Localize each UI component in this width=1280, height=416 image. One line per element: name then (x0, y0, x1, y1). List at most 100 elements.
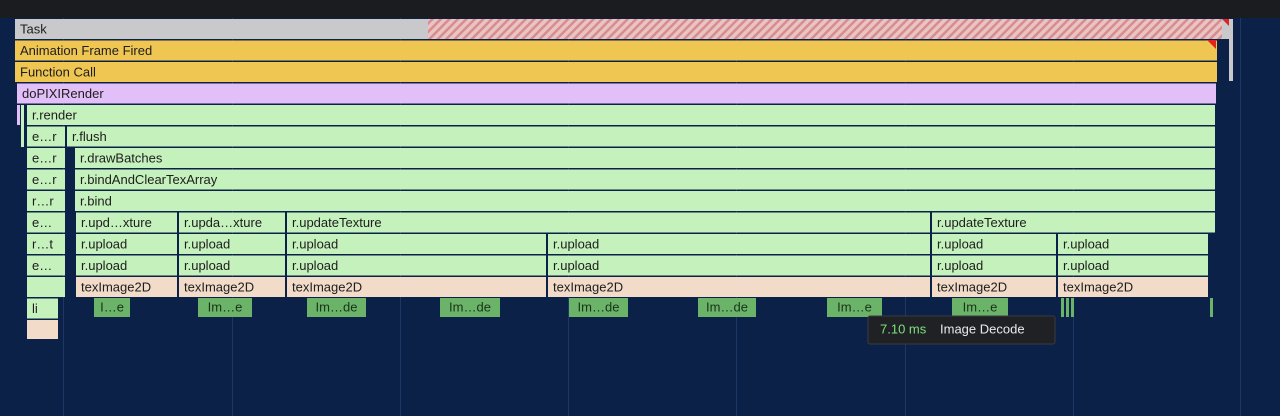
block-label: r.upload (553, 236, 599, 251)
block (27, 148, 65, 168)
block (27, 234, 65, 254)
block (76, 234, 177, 254)
block (179, 234, 285, 254)
image-decode-label: Im…de (578, 299, 620, 314)
sliver (1071, 298, 1074, 317)
image-decode (307, 298, 366, 317)
block (179, 212, 285, 233)
block-label: Function Call (20, 64, 96, 79)
image-decode (698, 298, 756, 317)
image-decode-label: Im…e (837, 299, 872, 314)
image-decode (569, 298, 628, 317)
image-decode-label: Im…de (316, 299, 358, 314)
warning-corner (1207, 40, 1216, 49)
block-label: texImage2D (937, 279, 1007, 294)
block-label: texImage2D (292, 279, 362, 294)
block-label: r.upda…xture (184, 215, 262, 230)
block (287, 255, 546, 276)
block-label: Animation Frame Fired (20, 43, 152, 58)
block-label: r.bindAndClearTexArray (80, 172, 218, 187)
block-label: r.render (32, 107, 77, 122)
block (932, 277, 1056, 297)
sliver (17, 105, 20, 125)
block (76, 255, 177, 276)
image-decode-label: Im…e (208, 299, 243, 314)
block-label: r.drawBatches (80, 150, 163, 165)
sliver (1061, 298, 1064, 317)
top-strip (0, 0, 1280, 18)
block (75, 169, 1215, 190)
block (75, 148, 1215, 168)
block (15, 40, 1217, 61)
block (27, 255, 65, 276)
block-label: texImage2D (1063, 279, 1133, 294)
block-label: texImage2D (184, 279, 254, 294)
image-decode-label: I…e (100, 299, 124, 314)
block-label: doPIXIRender (22, 86, 104, 101)
block-label: r.upload (184, 258, 230, 273)
block (27, 320, 58, 339)
block-label: r…t (32, 236, 53, 251)
block-label: r.bind (80, 193, 112, 208)
block (287, 277, 546, 297)
block-label: r.upload (553, 258, 599, 273)
block-label: r.upload (1063, 258, 1109, 273)
tooltip-name: Image Decode (940, 321, 1025, 336)
long-task-hatch (428, 19, 1222, 39)
block (1058, 277, 1208, 297)
image-decode-label: Im…e (963, 299, 998, 314)
image-decode (440, 298, 500, 317)
block-label: e…r (32, 172, 57, 187)
block-label: texImage2D (81, 279, 151, 294)
block-label: r.upload (1063, 236, 1109, 251)
block-label: r.updateTexture (937, 215, 1027, 230)
image-decode-label: Im…de (706, 299, 748, 314)
block-label: e… (32, 258, 52, 273)
block-label: r.upload (292, 236, 338, 251)
block (17, 83, 1216, 104)
block-label: r.upload (81, 258, 127, 273)
block (287, 234, 546, 254)
block (15, 62, 1217, 82)
block (76, 277, 177, 297)
block-label: e… (32, 215, 52, 230)
sliver (21, 105, 24, 147)
image-decode (198, 298, 252, 317)
block-label: r.upload (937, 258, 983, 273)
tooltip: 7.10 ms Image Decode (867, 315, 1056, 345)
image-decode (952, 298, 1008, 317)
block (548, 255, 930, 276)
image-decode-label: Im…de (449, 299, 491, 314)
block (932, 255, 1056, 276)
block (27, 191, 65, 211)
block-label: Task (20, 21, 47, 36)
block-label: r.flush (72, 129, 107, 144)
block (1058, 234, 1208, 254)
block-label: e…r (32, 150, 57, 165)
image-decode (827, 298, 882, 317)
block (932, 212, 1215, 233)
block-label: e…r (32, 129, 57, 144)
block (548, 234, 930, 254)
block (179, 255, 285, 276)
block-label: r.upload (292, 258, 338, 273)
sliver (1210, 298, 1213, 317)
image-decode (94, 298, 130, 317)
sliver (1066, 298, 1069, 317)
warning-corner (1222, 19, 1231, 28)
block-label: r.updateTexture (292, 215, 382, 230)
tooltip-box (867, 315, 1056, 345)
block (179, 277, 285, 297)
block-label: r.upd…xture (81, 215, 152, 230)
block-label: r.upload (184, 236, 230, 251)
tooltip-duration: 7.10 ms (880, 321, 927, 336)
block (27, 212, 65, 233)
block (27, 105, 1215, 125)
block-label: r.upload (81, 236, 127, 251)
block (27, 277, 65, 297)
block-label: r.upload (937, 236, 983, 251)
block (1058, 255, 1208, 276)
block-label: texImage2D (553, 279, 623, 294)
sliver (1229, 19, 1233, 81)
block-label: r…r (32, 193, 54, 208)
